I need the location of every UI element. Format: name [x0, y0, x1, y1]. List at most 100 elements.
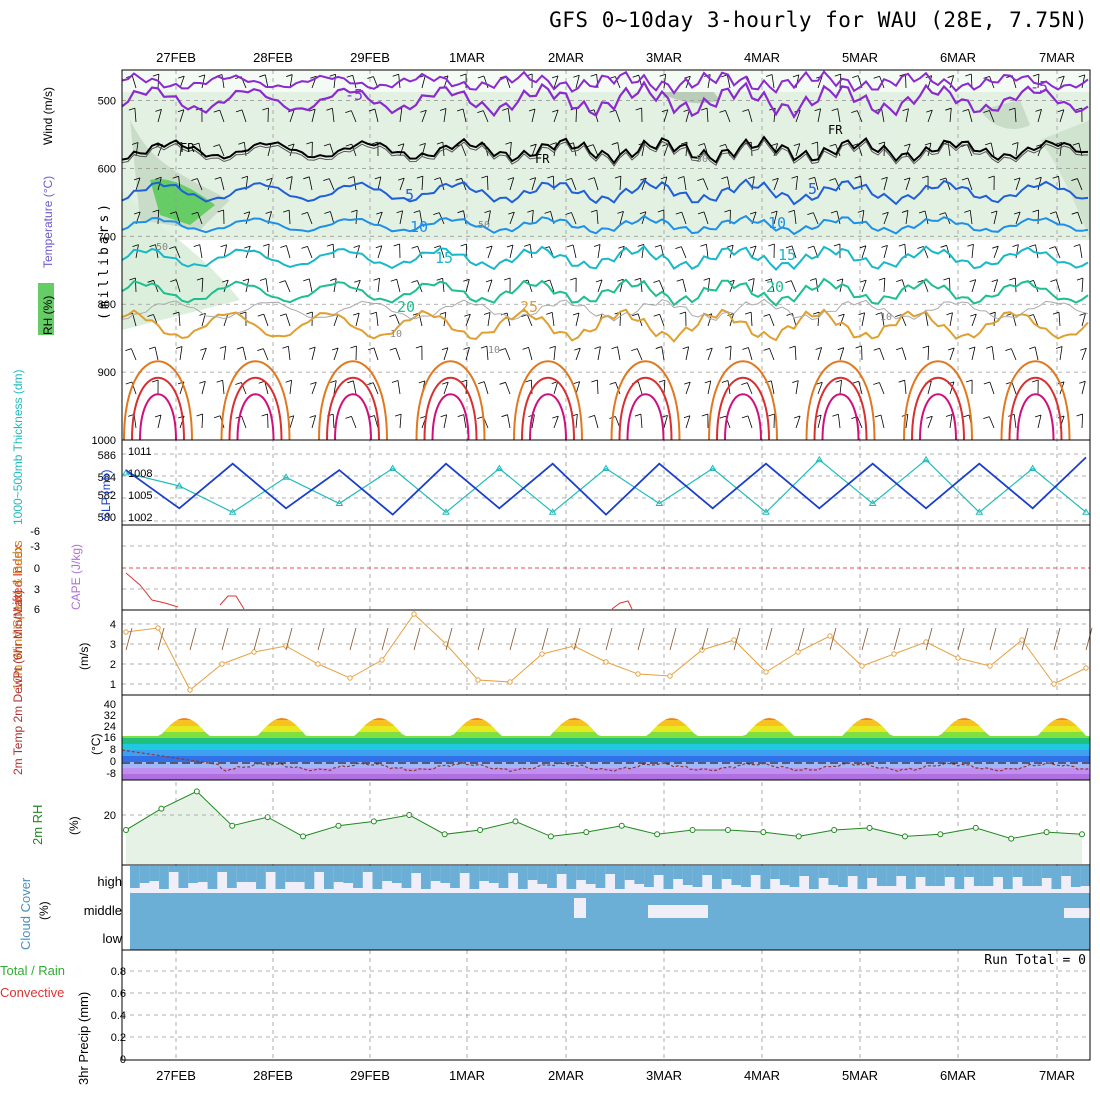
wind-barb-staff [924, 210, 929, 225]
wind-barb-flag [351, 209, 358, 213]
wind-barb-staff [685, 381, 691, 395]
wind-barb-staff [680, 246, 687, 259]
wind-barb [873, 382, 885, 395]
wind-barb-staff [264, 74, 269, 89]
wind-barb-staff [905, 108, 909, 123]
wind-barb-staff [750, 142, 753, 157]
wind-barb-staff [377, 278, 380, 293]
wind-barb-flag [852, 380, 859, 384]
wind-barb [217, 209, 225, 225]
wind-barb-flag [721, 74, 728, 78]
wind-barb-flag [719, 144, 726, 147]
wind-barb-staff [861, 312, 865, 327]
wind-barb [917, 279, 929, 293]
wind-barb-staff [223, 313, 229, 327]
wind-barb-staff [157, 109, 162, 123]
wind-barb-flag [345, 143, 352, 147]
wind-speed-marker [827, 633, 833, 639]
wind-barb [1029, 244, 1039, 259]
wind-barb-staff [771, 74, 775, 89]
wind-barb-staff [308, 278, 313, 293]
thickness-marker [708, 464, 717, 471]
wind-barb-staff [221, 74, 225, 89]
wind-barb [323, 178, 335, 191]
wind-barb-staff [355, 245, 360, 259]
wind-barb-flag [310, 75, 317, 79]
wind-barb-staff [154, 346, 159, 361]
wind-barb-flag [983, 75, 990, 79]
wind-barb-staff [1079, 244, 1083, 259]
rh-shade-area [980, 100, 1030, 130]
contour-freezing-line [121, 135, 1089, 165]
wind-barb-staff [575, 348, 581, 361]
wind-barb-staff [463, 414, 467, 429]
wind-barb-staff [597, 279, 603, 293]
wind-barb-flag [266, 177, 273, 181]
wind-speed-marker [795, 649, 801, 655]
cloud-high-bar [721, 866, 732, 879]
wind-barb [837, 347, 845, 361]
wind-barb-flag [199, 380, 206, 384]
wind-barb-flag [807, 212, 814, 215]
wind-barb-flag [744, 311, 752, 315]
wind-barb-flag [634, 413, 642, 417]
wind-barb [243, 211, 251, 225]
wind10m-barb [157, 627, 165, 651]
wind-barb [198, 74, 206, 89]
wind-barb [701, 413, 709, 429]
contour-minus5-line [121, 80, 1089, 119]
wind-barb-staff [1054, 246, 1061, 259]
wind-barb-flag [588, 177, 595, 180]
wind-barb [151, 379, 159, 395]
wind10m-ylabel: 10m Wind Speed & Barbs [10, 540, 25, 690]
wind-barb-staff [571, 178, 577, 191]
cloud-high-bar [159, 866, 169, 889]
wind-barb [744, 311, 753, 327]
wind-barb-flag [617, 211, 624, 214]
cloud-high-bar [333, 866, 344, 882]
wind-barb [859, 245, 867, 259]
cloud-unit: (%) [37, 901, 51, 920]
wind-barb-flag [543, 279, 551, 283]
cloud-high-bar [944, 866, 955, 877]
dewpoint-line [121, 749, 1091, 773]
wind-barb-flag [858, 312, 865, 316]
wind-barb [809, 278, 819, 293]
wind-barb [896, 347, 907, 361]
wind-barb [791, 175, 798, 191]
wind-barb-staff [923, 280, 929, 293]
wind-barb-staff [681, 211, 687, 225]
wind-barb [505, 141, 512, 157]
wind-barb [524, 243, 533, 259]
wind-barb-staff [462, 108, 467, 123]
wind-barb-staff [989, 110, 995, 123]
wind-barb-staff [1033, 314, 1039, 327]
wind-barb-flag [962, 414, 970, 418]
wind-barb [983, 381, 995, 395]
wind-barb-staff [1034, 346, 1039, 361]
rh2m-marker [1079, 831, 1085, 838]
wind-barb-flag [1075, 107, 1082, 111]
thickness-line [125, 458, 1087, 514]
wind-barb-staff [174, 246, 181, 259]
contour-label: FR [828, 123, 843, 137]
wind-barb-staff [421, 110, 427, 123]
rh2m-marker [370, 818, 377, 825]
wind-barb-staff [661, 346, 665, 361]
wind-barb-flag [985, 142, 992, 146]
wind-barb-flag [175, 346, 183, 349]
wind-barb-flag [241, 175, 248, 179]
wind-barb [331, 347, 339, 361]
wind10m-barb [797, 627, 805, 651]
wind-speed-marker [539, 651, 545, 657]
wind-barb-flag [632, 74, 639, 78]
wind-barb-flag [574, 347, 581, 351]
cloud-high-bar [673, 866, 683, 879]
wind-speed-marker [859, 663, 865, 669]
wind-barb-staff [286, 245, 291, 259]
cloud-high-bar [382, 866, 392, 881]
wind-barb [948, 347, 955, 361]
wind-barb-flag [279, 313, 287, 317]
cloud-high-bar [1041, 866, 1052, 878]
wind-barb [572, 312, 580, 327]
